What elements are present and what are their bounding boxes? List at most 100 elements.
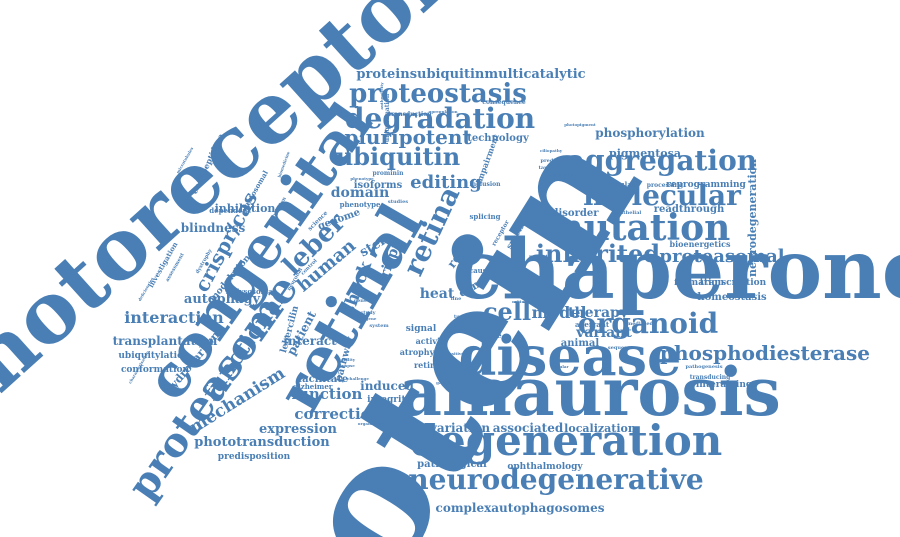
word-form: form xyxy=(449,323,463,329)
word-ciliopathy: ciliopathy xyxy=(540,148,563,153)
word-isoforms: isoforms xyxy=(354,180,403,191)
word-line: line xyxy=(451,296,462,302)
word-challenge: challenge xyxy=(347,376,369,381)
word-transplantation: transplantation xyxy=(113,334,218,348)
word-aberrant: aberrant xyxy=(575,320,610,329)
word-formation: formation xyxy=(674,278,725,288)
word-processing: processing xyxy=(647,182,684,189)
word-transcription: transcription xyxy=(700,278,767,288)
word-cell: cell xyxy=(483,297,531,326)
word-cellular: cellular xyxy=(551,364,569,369)
word-heat: heat xyxy=(420,286,455,302)
word-prominin: prominin xyxy=(373,170,405,177)
word-organization: organization xyxy=(358,421,386,426)
word-model: model xyxy=(531,303,586,322)
word-activity: activity xyxy=(416,336,449,346)
word-pathogenesis: pathogenesis xyxy=(685,364,722,370)
word-critical: critical xyxy=(512,299,528,304)
word-folding: folding xyxy=(519,275,547,284)
word-stability: stability xyxy=(337,357,356,362)
word-ubiquitin: ubiquitin xyxy=(336,142,460,171)
word-genetic: genetic xyxy=(354,298,375,304)
word-degradation: degradation xyxy=(345,102,535,135)
word-induced: induced xyxy=(360,379,414,393)
word-photopigment: photopigment xyxy=(564,122,596,127)
word-reprogramming: reprogramming xyxy=(666,180,746,190)
word-phenotype-small: phenotype xyxy=(350,176,374,181)
word-study: study xyxy=(360,310,376,316)
word-amaurosis: amaurosis xyxy=(399,353,781,431)
word-variation: variation xyxy=(429,421,491,435)
word-technology: technology xyxy=(467,133,530,144)
word-predisposition: predisposition xyxy=(218,452,291,462)
word-positive: positive xyxy=(446,351,464,356)
word-ubiquitination: ubiquitination xyxy=(384,93,391,142)
word-epithelial: epithelial xyxy=(615,210,642,216)
word-degeneration: degeneration xyxy=(410,416,723,465)
word-synapse: synapse xyxy=(337,363,355,368)
word-proteostasis: proteostasis xyxy=(349,79,527,109)
word-gene: gene xyxy=(366,316,377,321)
word-phototransduction: phototransduction xyxy=(194,435,330,450)
word-localization: localization xyxy=(564,422,636,435)
word-facilitate: facilitate xyxy=(298,374,348,385)
word-phenotype: phenotype xyxy=(340,200,381,209)
word-studies: studies xyxy=(388,199,408,205)
word-taupathy: taupathy xyxy=(539,165,565,171)
word-mediated: mediated xyxy=(627,321,654,327)
word-interact: interact xyxy=(283,334,337,348)
word-severe: severe xyxy=(476,331,502,340)
word-disease: disease xyxy=(459,324,682,388)
word-phosphorylation: phosphorylation xyxy=(595,126,705,140)
word-transduction: transduction xyxy=(388,111,432,118)
word-function: function xyxy=(292,385,363,403)
word-variant: variant xyxy=(575,325,632,341)
word-animal: animal xyxy=(561,338,600,349)
word-expression: expression xyxy=(259,422,337,437)
word-system: system xyxy=(369,323,389,329)
word-mutation: mutation xyxy=(546,207,731,249)
word-authenticity: authenticity xyxy=(379,82,384,110)
word-complexautophagosomes: complexautophagosomes xyxy=(436,501,605,515)
word-alzheimer: alzheimer xyxy=(294,382,333,391)
word-homeostasis: homeostasis xyxy=(697,292,767,303)
word-pluripotent: pluripotent xyxy=(344,125,472,149)
word-aggregation: aggregation xyxy=(567,144,757,177)
word-translation: translation xyxy=(550,172,575,177)
word-proteinsubiquitinmulticatalytic: proteinsubiquitinmulticatalytic xyxy=(356,67,585,82)
word-disorder: disorder xyxy=(552,208,600,219)
word-transducing: transducing xyxy=(690,374,731,381)
word-lysosomal: lysosomal xyxy=(237,287,276,296)
word-associated: associated xyxy=(493,421,564,435)
word-molecular: molecular xyxy=(583,179,742,212)
word-cause: cause xyxy=(469,266,492,275)
word-readthrough: readthrough xyxy=(654,204,725,215)
word-therapy: therapy xyxy=(568,305,629,321)
word-inhibition: inhibition xyxy=(215,202,276,215)
word-modulate: modulate xyxy=(603,180,640,189)
word-phosphodiesterase: phosphodiesterase xyxy=(660,341,870,365)
word-blindness: blindness xyxy=(181,221,246,235)
word-atrophy: atrophy xyxy=(400,347,435,357)
word-ubiquitylation: ubiquitylation xyxy=(118,351,190,361)
word-upregulation: upregulation xyxy=(428,109,457,114)
word-consequence: consequence xyxy=(482,99,526,106)
word-autophagy: autophagy xyxy=(184,292,261,307)
word-proteasomal: proteasomal xyxy=(659,246,784,267)
word-organoid: organoid xyxy=(578,307,718,340)
word-ganglion: ganglion xyxy=(436,380,456,385)
word-ophthalmology: ophthalmology xyxy=(507,462,583,472)
word-inclusion: inclusion xyxy=(470,181,502,188)
word-sequence: sequence xyxy=(608,345,634,351)
word-pathological: pathological xyxy=(417,459,487,470)
word-pigmentosa: pigmentosa xyxy=(609,147,681,160)
word-retinitis: retinitis xyxy=(414,360,451,370)
word-conformation: conformation xyxy=(121,365,190,375)
word-bioenergetics: bioenergetics xyxy=(670,239,731,249)
word-dependent: dependent xyxy=(209,206,251,215)
word-interacting: interacting xyxy=(696,380,753,390)
word-splicing: splicing xyxy=(469,212,500,221)
word-turnover: turnover xyxy=(454,314,479,320)
